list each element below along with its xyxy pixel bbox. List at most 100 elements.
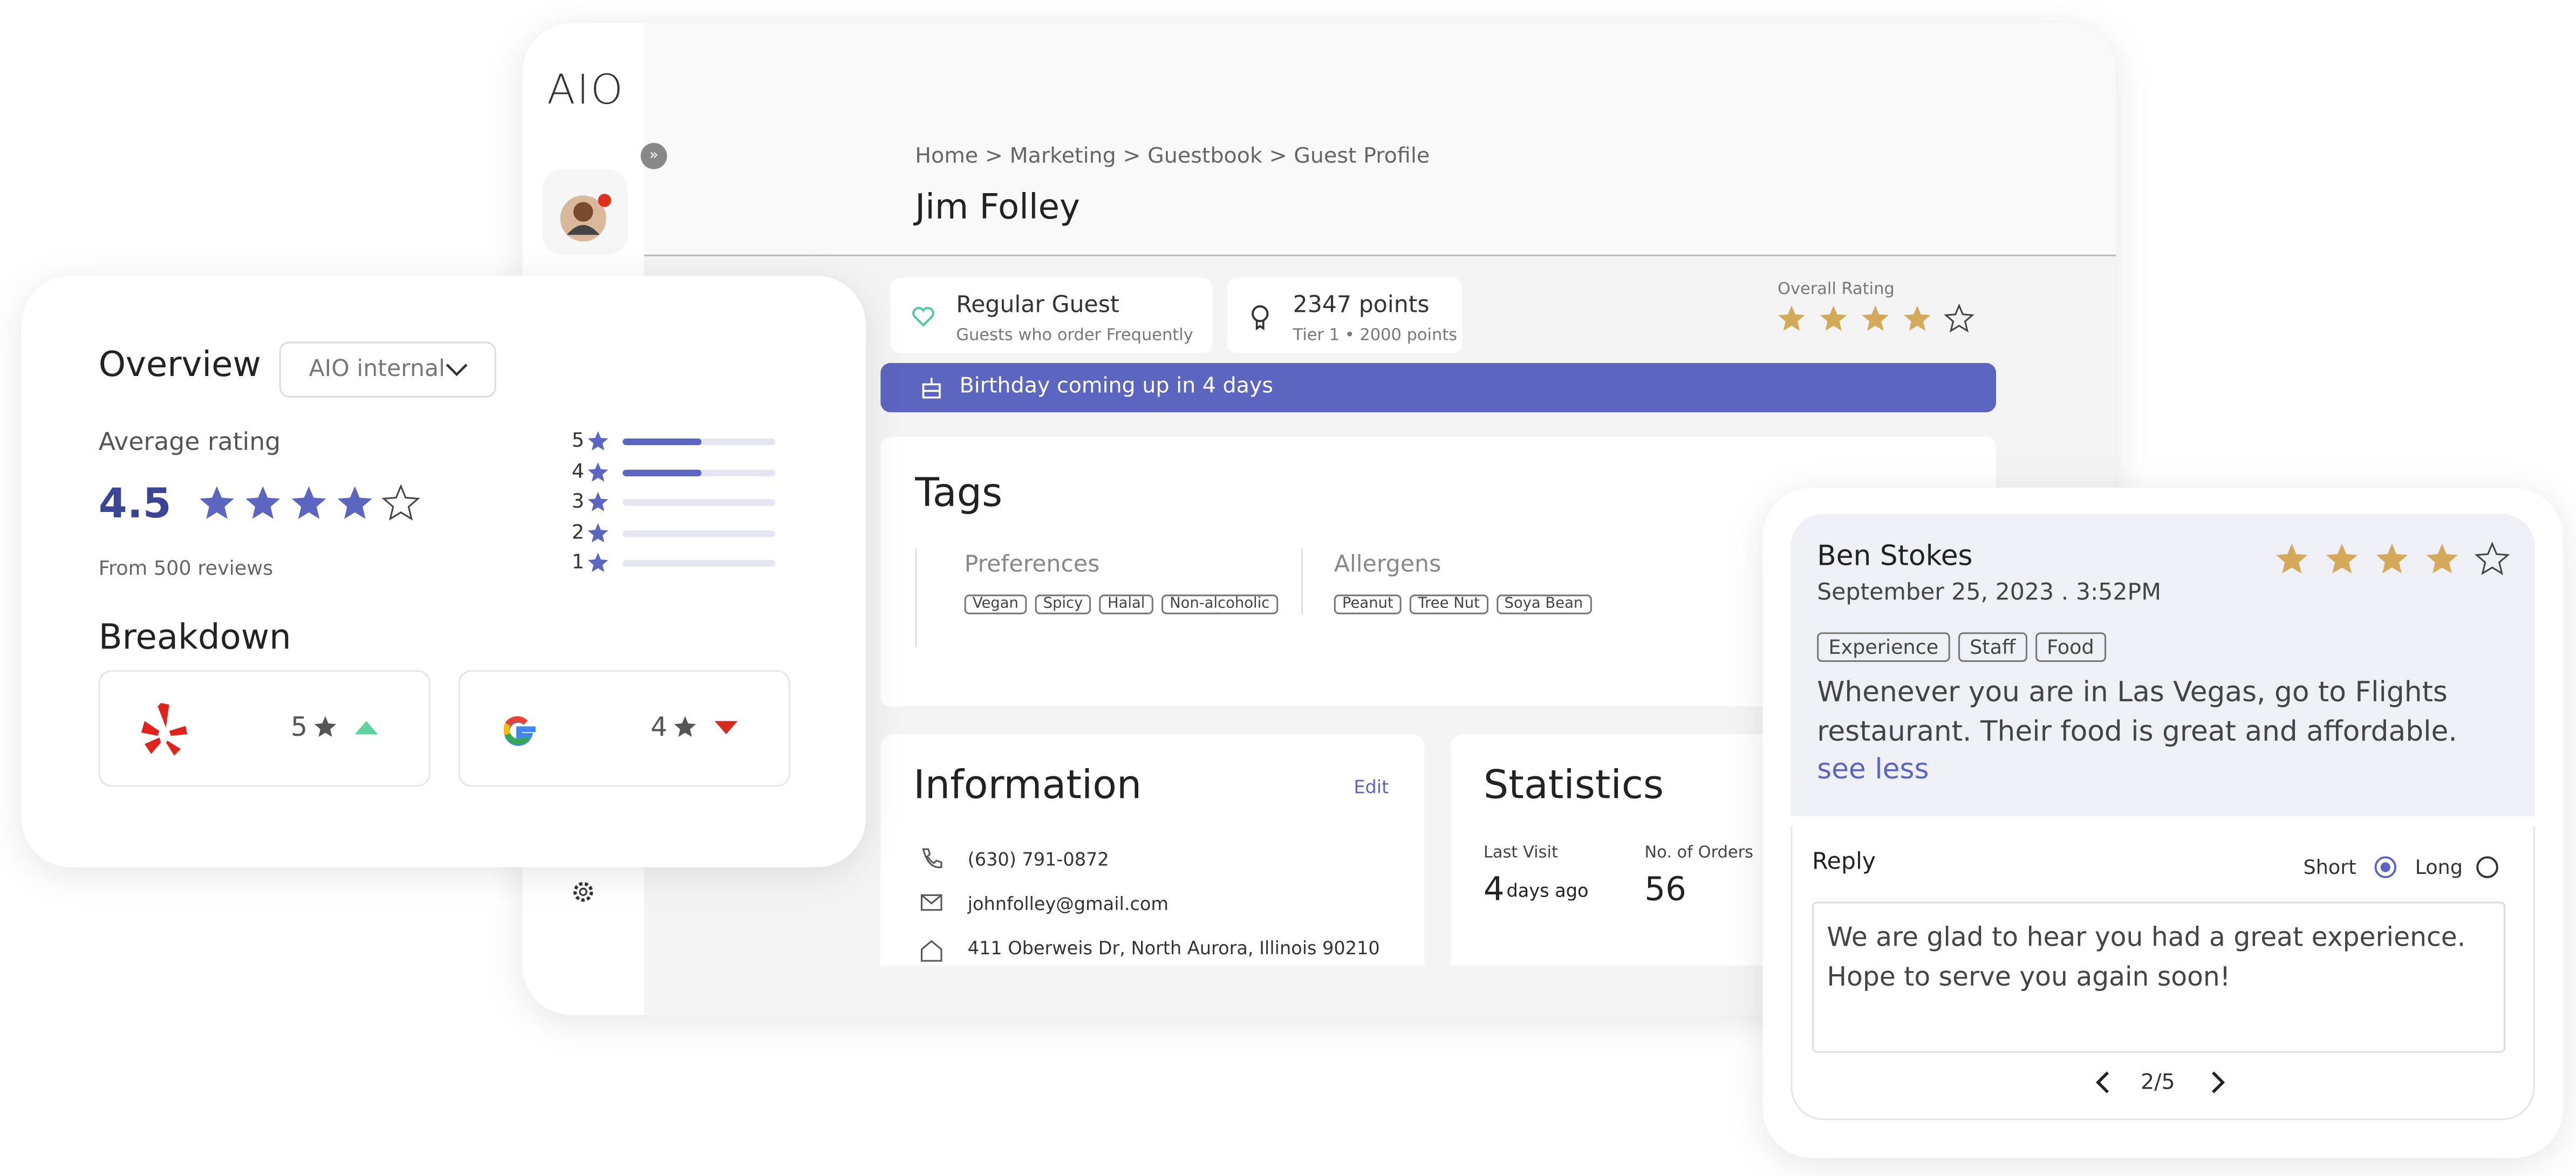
tag: Food [2035, 632, 2106, 662]
tier: Tier 1 • 2000 points [1293, 326, 1458, 345]
radio-dot [2380, 862, 2390, 872]
star [314, 716, 337, 737]
source-dropdown[interactable]: AIO internal [279, 341, 496, 398]
breadcrumb[interactable]: Home > Marketing > Guestbook > Guest Pro… [915, 144, 1430, 169]
level-label: 4 [571, 459, 585, 482]
medal-icon [1252, 305, 1269, 330]
star [381, 484, 420, 521]
star [2326, 543, 2358, 573]
star [200, 486, 234, 519]
tag: Vegan [964, 594, 1027, 614]
review-stars [2276, 542, 2510, 576]
address: 411 Oberweis Dr, North Aurora, Illinois … [967, 938, 1380, 960]
star [337, 486, 372, 519]
trend [354, 721, 378, 734]
avatar [560, 194, 611, 242]
tag: Tree Nut [1410, 594, 1488, 614]
google-logo [503, 716, 536, 746]
tag-list: Peanut Tree Nut Soya Bean [1334, 594, 1600, 614]
email: johnfolley@gmail.com [967, 893, 1169, 915]
overall-rating-label: Overall Rating [1778, 281, 1895, 299]
star [587, 522, 609, 542]
yelp-logo [141, 703, 188, 756]
star [1862, 305, 1889, 331]
radio[interactable] [2372, 854, 2399, 880]
reviews-count: From 500 reviews [98, 557, 274, 580]
divider [915, 548, 917, 647]
tag: Spicy [1035, 594, 1091, 614]
radio-ring [2374, 856, 2397, 878]
next-button[interactable] [2208, 1069, 2228, 1096]
settings-icon[interactable] [570, 879, 597, 905]
radio[interactable] [2474, 854, 2500, 880]
bar-track [623, 560, 776, 567]
heart-icon [912, 306, 934, 327]
tag-group-name: Preferences [964, 552, 1100, 578]
header [644, 23, 2116, 256]
tags-title: Tags [915, 469, 1003, 516]
status: Regular Guest [956, 292, 1119, 319]
review-tags: Experience Staff Food [1817, 632, 2114, 662]
bar [623, 469, 702, 476]
date: September 25, 2023 . 3:52PM [1817, 579, 2162, 606]
statistics-title: Statistics [1483, 762, 1664, 808]
see-less[interactable]: see less [1817, 754, 1929, 787]
average-label: Average rating [98, 427, 281, 457]
option-label: Long [2415, 856, 2463, 879]
cake-icon [922, 378, 941, 399]
birthday-text: Birthday coming up in 4 days [959, 374, 1273, 399]
tag: Halal [1099, 594, 1153, 614]
reply-input[interactable]: We are glad to hear you had a great expe… [1812, 901, 2506, 1053]
average: 4.5 [98, 480, 172, 528]
review-card: Ben Stokes September 25, 2023 . 3:52PM E… [1762, 488, 2563, 1158]
tag: Staff [1958, 632, 2027, 662]
tag: Peanut [1334, 594, 1402, 614]
star [245, 486, 281, 519]
overview-title: Overview [98, 345, 261, 385]
review-text-block: Whenever you are in Las Vegas, go to Fli… [1817, 675, 2491, 791]
prev-button[interactable] [2093, 1069, 2113, 1096]
last-visit-label: Last Visit [1483, 844, 1558, 863]
phone: (630) 791-0872 [967, 849, 1109, 871]
points-card: 2347 points Tier 1 • 2000 points [1227, 277, 1463, 353]
reply-panel: Reply Short Long We are glad to hear you … [1791, 826, 2535, 1120]
tag-list: Vegan Spicy Halal Non-alcoholic [964, 594, 1286, 614]
points: 2347 points [1293, 292, 1430, 319]
logo: AIO [547, 65, 625, 114]
edit-link[interactable]: Edit [1354, 777, 1389, 798]
level-label: 2 [571, 519, 585, 543]
author: Ben Stokes [1817, 540, 1973, 573]
last-visit-value: 4 [1483, 869, 1505, 908]
pagination: 2/5 [2141, 1071, 2175, 1096]
star [1820, 305, 1847, 331]
information-card: Information Edit (630) 791-0872 johnfoll… [880, 734, 1425, 966]
bar-track [623, 499, 776, 506]
chevron-down [446, 364, 468, 377]
review-text: Whenever you are in Las Vegas, go to Fli… [1817, 676, 2457, 748]
bar-track [623, 529, 776, 537]
average-stars [200, 484, 420, 521]
level-label: 5 [571, 428, 585, 452]
level-label: 1 [571, 550, 585, 573]
star [2426, 543, 2458, 573]
bar-track [623, 438, 776, 446]
source-card: 4 [458, 670, 790, 787]
star [2276, 543, 2308, 573]
tag-group-name: Allergens [1334, 552, 1441, 578]
breakdown-title: Breakdown [98, 617, 291, 657]
star [587, 552, 609, 572]
collapse-button[interactable]: » [640, 142, 667, 169]
source-star [674, 716, 696, 737]
star [587, 491, 609, 511]
star [1944, 304, 1974, 333]
star [1778, 305, 1805, 331]
guest-name: Jim Folley [915, 187, 1080, 227]
bar [623, 438, 702, 446]
orders-label: No. of Orders [1644, 844, 1754, 863]
tag: Soya Bean [1496, 594, 1591, 614]
star [674, 716, 696, 737]
status-note: Guests who order Frequently [956, 326, 1193, 345]
star [1904, 305, 1931, 331]
